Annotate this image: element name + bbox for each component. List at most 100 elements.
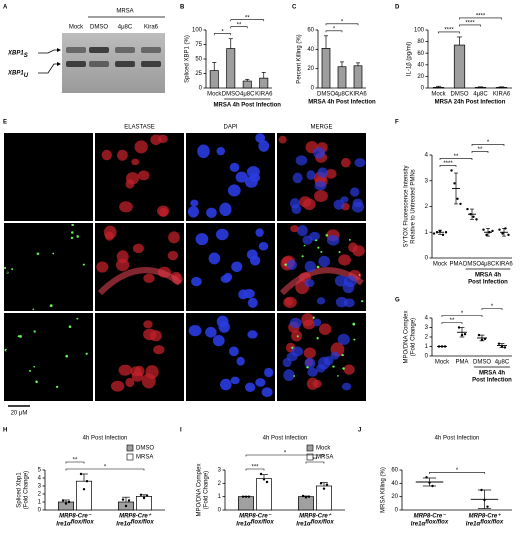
cell — [191, 276, 202, 287]
cell — [330, 351, 340, 360]
legend-swatch — [126, 453, 134, 461]
y-tick-label: 0 — [425, 354, 429, 360]
cell — [130, 366, 142, 377]
cell — [304, 357, 316, 369]
panel-label: B — [180, 5, 185, 11]
data-point — [475, 218, 478, 221]
x-tick-label: MRP8-Cre⁺ — [469, 513, 502, 520]
cell — [295, 155, 308, 166]
blot-band — [141, 61, 161, 67]
cell — [314, 180, 327, 191]
significance-bracket — [65, 468, 145, 471]
cell — [35, 380, 38, 384]
cell — [338, 254, 351, 266]
cell — [220, 274, 231, 283]
cell — [287, 259, 297, 271]
data-point — [145, 494, 149, 497]
data-point — [244, 495, 248, 498]
cell — [4, 266, 7, 270]
cell — [315, 239, 318, 242]
cell — [316, 336, 319, 340]
blot-band — [66, 47, 86, 53]
cell — [341, 382, 352, 391]
bar — [75, 480, 92, 511]
cell — [264, 367, 274, 378]
x-tick-sublabel-script: flox/flox — [311, 520, 335, 526]
legend-swatch — [306, 453, 314, 461]
cell — [354, 158, 366, 168]
cell — [317, 246, 320, 249]
significance-label: * — [487, 140, 490, 146]
cell — [197, 144, 210, 159]
significance-label: ** — [237, 22, 242, 28]
cell — [348, 242, 358, 253]
cell — [116, 250, 129, 264]
y-axis-label: Relative to Untreated PMNs — [411, 169, 417, 243]
lane-label: Kira6 — [144, 25, 159, 31]
chart-title: 4h Post Infection — [435, 436, 480, 442]
cell — [349, 187, 360, 197]
bar — [298, 496, 315, 511]
cell — [228, 346, 239, 357]
data-point — [262, 478, 266, 481]
cell — [332, 365, 335, 368]
cell — [343, 275, 357, 288]
cell — [212, 334, 225, 347]
panel-label: G — [395, 298, 400, 304]
y-tick-label: 2 — [38, 492, 42, 498]
data-point — [441, 233, 445, 237]
y-tick-label: 50 — [195, 57, 202, 63]
cell — [190, 199, 199, 207]
cell — [296, 335, 299, 338]
data-point — [121, 498, 125, 501]
significance-label: * — [461, 311, 464, 317]
cell — [318, 323, 332, 335]
cell — [134, 140, 148, 154]
y-tick-label: 0 — [421, 86, 425, 92]
data-point — [319, 482, 323, 485]
band-arrowhead — [57, 62, 61, 66]
significance-bracket — [439, 165, 457, 167]
data-point — [139, 493, 143, 496]
data-point — [142, 496, 146, 500]
panel-label: H — [3, 428, 7, 434]
cell — [216, 146, 226, 156]
data-point — [82, 488, 86, 491]
significance-label: ** — [245, 15, 250, 21]
cell — [205, 326, 217, 338]
data-point — [463, 332, 467, 336]
significance-label: ** — [454, 154, 459, 160]
cell — [317, 167, 328, 178]
cell — [337, 333, 350, 345]
row-label: MRSA — [7, 258, 13, 276]
significance-bracket — [438, 31, 460, 34]
x-tick-label: 4μ8C — [335, 92, 350, 98]
cell — [206, 207, 217, 218]
band-arrowhead — [57, 48, 61, 52]
x-tick-label: Mock — [431, 92, 446, 98]
cell — [4, 348, 8, 352]
panel-label: I — [180, 428, 182, 434]
cell — [348, 238, 351, 241]
cell — [304, 279, 315, 288]
data-point — [325, 483, 329, 486]
x-tick-label: DMSO — [222, 92, 240, 98]
cell — [143, 320, 153, 329]
y-tick-label: 80 — [417, 39, 424, 45]
y-tick-label: 4 — [425, 153, 429, 159]
bar — [256, 478, 273, 511]
significance-label: * — [491, 304, 494, 310]
y-tick-label: 1 — [425, 230, 429, 236]
cell — [244, 382, 256, 392]
significance-bracket — [439, 158, 473, 160]
x-tick-label: Mock — [207, 92, 222, 98]
scale-label: 20 μM — [11, 411, 28, 417]
significance-label: * — [341, 19, 344, 25]
data-point — [457, 326, 461, 329]
y-tick-label: 0 — [395, 508, 399, 514]
y-tick-label: 3 — [425, 178, 429, 184]
cell — [11, 268, 14, 271]
column-header: DAPI — [223, 125, 237, 131]
cell — [118, 364, 133, 376]
data-point — [301, 494, 305, 498]
